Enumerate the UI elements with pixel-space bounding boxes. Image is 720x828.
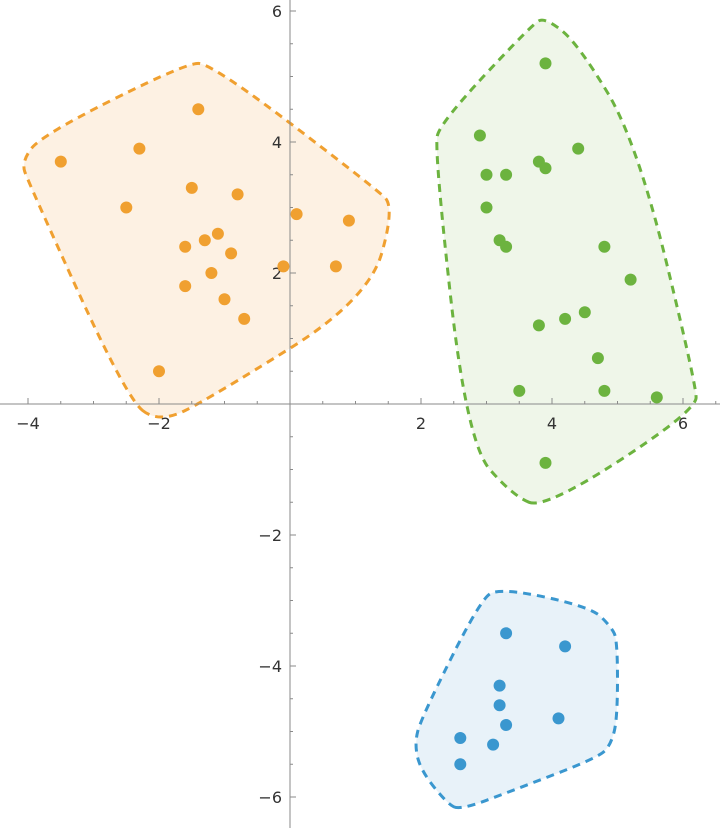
- data-point-cluster-2: [650, 391, 663, 404]
- x-tick-label: 6: [678, 414, 688, 433]
- y-tick-label: 2: [272, 264, 282, 283]
- data-point-cluster-1: [133, 142, 146, 155]
- data-point-cluster-2: [480, 201, 493, 214]
- data-point-cluster-1: [179, 280, 192, 293]
- data-point-cluster-2: [513, 384, 526, 397]
- data-point-cluster-2: [500, 168, 513, 181]
- data-point-cluster-3: [454, 732, 467, 744]
- data-point-cluster-1: [54, 155, 67, 168]
- data-point-cluster-1: [277, 260, 290, 273]
- data-point-cluster-2: [473, 129, 486, 142]
- data-point-cluster-1: [290, 208, 303, 221]
- data-point-cluster-1: [179, 240, 192, 253]
- data-point-cluster-1: [225, 247, 238, 260]
- data-point-cluster-2: [539, 456, 552, 469]
- cluster-hull-2: [435, 18, 698, 505]
- data-point-cluster-2: [539, 162, 552, 175]
- data-point-cluster-3: [559, 640, 572, 653]
- y-tick-label: −2: [258, 526, 282, 545]
- data-point-cluster-1: [185, 181, 198, 194]
- data-point-cluster-3: [493, 679, 506, 692]
- y-tick-label: 4: [272, 133, 282, 152]
- data-point-cluster-2: [624, 273, 637, 286]
- data-point-cluster-3: [552, 712, 565, 725]
- data-point-cluster-1: [211, 227, 224, 240]
- data-point-cluster-1: [192, 103, 205, 116]
- x-tick-label: 2: [416, 414, 426, 433]
- data-point-cluster-3: [493, 699, 506, 712]
- data-point-cluster-2: [598, 240, 611, 253]
- cluster-hulls: [22, 18, 698, 810]
- data-point-cluster-2: [480, 168, 493, 181]
- data-point-cluster-2: [578, 306, 591, 319]
- data-point-cluster-2: [500, 240, 513, 253]
- x-tick-label: −2: [147, 414, 171, 433]
- x-tick-label: −4: [16, 414, 40, 433]
- data-point-cluster-2: [532, 319, 545, 332]
- data-point-cluster-1: [205, 267, 218, 279]
- data-point-cluster-3: [487, 738, 500, 751]
- data-point-cluster-3: [500, 719, 513, 731]
- data-point-cluster-1: [238, 312, 251, 325]
- data-point-cluster-2: [598, 384, 611, 397]
- data-points: [54, 57, 663, 771]
- data-point-cluster-2: [539, 57, 552, 70]
- data-point-cluster-1: [218, 293, 231, 306]
- data-point-cluster-1: [120, 201, 133, 214]
- data-point-cluster-1: [198, 234, 211, 247]
- data-point-cluster-2: [559, 312, 572, 325]
- data-point-cluster-3: [500, 627, 513, 640]
- data-point-cluster-2: [591, 352, 604, 365]
- cluster-hull-3: [414, 589, 619, 810]
- data-point-cluster-2: [572, 142, 585, 155]
- x-tick-label: 4: [547, 414, 557, 433]
- data-point-cluster-1: [231, 188, 244, 201]
- y-tick-label: −4: [258, 657, 282, 676]
- y-tick-label: −6: [258, 788, 282, 807]
- data-point-cluster-1: [329, 260, 342, 273]
- data-point-cluster-1: [342, 214, 355, 227]
- y-tick-label: 6: [272, 2, 282, 21]
- data-point-cluster-3: [454, 758, 467, 771]
- data-point-cluster-1: [153, 365, 165, 378]
